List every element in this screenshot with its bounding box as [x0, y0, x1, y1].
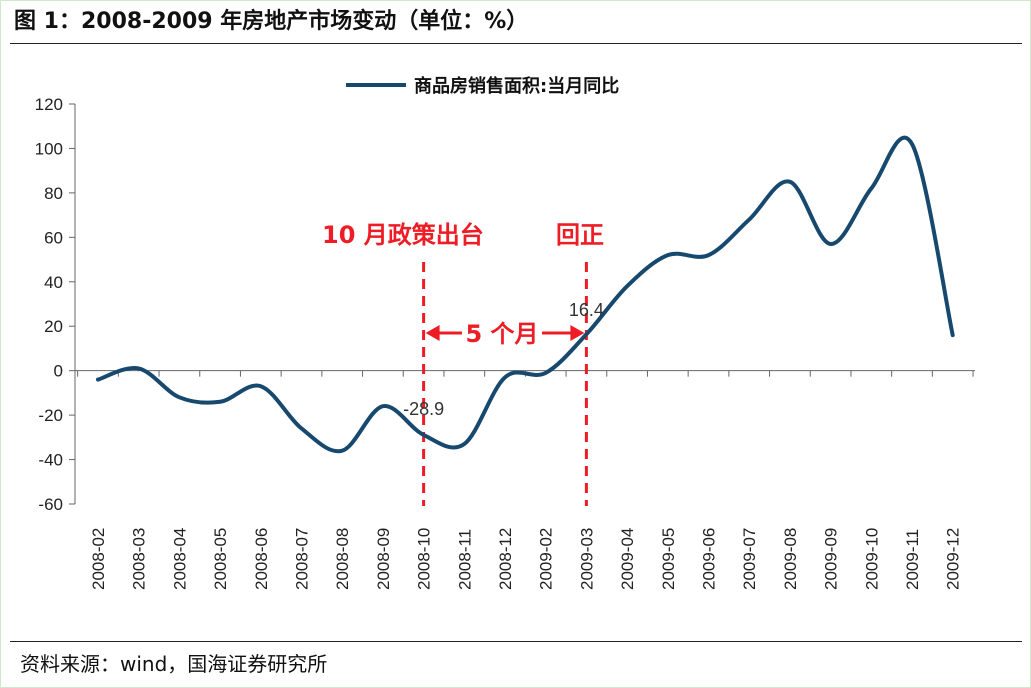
turn-positive-annotation: 回正 [556, 221, 604, 249]
series-line [96, 135, 955, 454]
data-point-2009-08 [788, 180, 792, 184]
data-point-2009-09 [829, 242, 833, 246]
x-tick-label: 2009-06 [700, 528, 719, 590]
x-tick-label: 2009-08 [781, 528, 800, 590]
data-point-2009-04 [625, 284, 629, 288]
data-point-2008-05 [218, 400, 222, 404]
x-tick-label: 2009-09 [822, 528, 841, 590]
y-tick-label: -60 [38, 495, 63, 514]
y-tick-label: 60 [44, 228, 63, 247]
data-point-2009-05 [666, 253, 670, 257]
data-point-2009-06 [707, 253, 711, 257]
legend: 商品房销售面积:当月同比 [346, 75, 619, 97]
policy-annotation: 10 月政策出台 [322, 221, 484, 249]
data-point-2008-09 [381, 404, 385, 408]
data-point-2009-10 [869, 186, 873, 190]
x-tick-label: 2008-04 [170, 528, 189, 590]
source-note: 资料来源：wind，国海证券研究所 [20, 652, 328, 676]
y-axis: 120 100 80 60 40 20 0 -20 -40 -60 [35, 95, 76, 514]
data-point-2008-03 [137, 366, 141, 370]
data-point-2008-08 [340, 449, 344, 453]
legend-label: 商品房销售面积:当月同比 [414, 75, 619, 97]
event-lines [422, 262, 588, 506]
data-point-2009-03 [584, 332, 588, 336]
x-tick-label: 2008-05 [211, 528, 230, 590]
x-tick-label: 2009-02 [537, 528, 556, 590]
x-axis: 2008-02 2008-03 2008-04 2008-05 2008-06 2008-… [75, 370, 975, 590]
point-label-2009-03: 16.4 [569, 300, 604, 320]
y-tick-label: -20 [38, 406, 63, 425]
interval-arrow-right-head [570, 325, 585, 341]
data-points [96, 142, 955, 453]
interval-arrow-left-head [425, 325, 440, 341]
x-tick-label: 2008-12 [496, 528, 515, 590]
data-point-2008-10 [422, 433, 426, 437]
x-tick-label: 2008-03 [130, 528, 149, 590]
line-chart: 商品房销售面积:当月同比 120 100 80 60 40 20 0 -20 -40 -60 20… [35, 75, 975, 590]
y-tick-label: -40 [38, 451, 63, 470]
data-point-2008-07 [300, 426, 304, 430]
annotations: 10 月政策出台 回正 5 个月 -28.9 16.4 [322, 221, 604, 419]
data-point-2008-12 [503, 375, 507, 379]
x-tick-label: 2008-08 [333, 528, 352, 590]
y-tick-label: 100 [35, 139, 63, 158]
source-rule [10, 641, 1022, 642]
data-point-2008-04 [177, 395, 181, 399]
x-tick-label: 2008-02 [89, 528, 108, 590]
x-tick-label: 2008-10 [415, 528, 434, 590]
x-tick-label: 2009-03 [577, 528, 596, 590]
x-tick-label: 2008-09 [374, 528, 393, 590]
y-tick-label: 80 [44, 184, 63, 203]
data-point-2009-02 [544, 371, 548, 375]
data-point-2009-11 [910, 142, 914, 146]
data-point-2009-12 [951, 333, 955, 337]
y-tick-label: 120 [35, 95, 63, 114]
data-point-2008-02 [96, 378, 100, 382]
x-tick-label: 2009-11 [903, 529, 922, 590]
x-tick-label: 2008-07 [293, 528, 312, 590]
title-rule [10, 43, 1022, 44]
y-tick-label: 0 [54, 362, 63, 381]
y-tick-label: 40 [44, 273, 63, 292]
y-tick-label: 20 [44, 317, 63, 336]
x-tick-label: 2009-12 [944, 528, 963, 590]
x-tick-label: 2009-10 [862, 528, 881, 590]
x-tick-label: 2008-06 [252, 528, 271, 590]
x-tick-label: 2009-05 [659, 528, 678, 590]
data-point-2008-11 [462, 442, 466, 446]
figure-title: 图 1：2008-2009 年房地产市场变动（单位：%） [14, 9, 529, 34]
x-tick-label: 2008-11 [455, 529, 474, 590]
x-tick-label: 2009-04 [618, 528, 637, 590]
interval-annotation: 5 个月 [465, 320, 538, 348]
x-tick-label: 2009-07 [740, 528, 759, 590]
data-point-2008-06 [259, 384, 263, 388]
data-point-2009-07 [747, 218, 751, 222]
point-label-2008-10: -28.9 [403, 399, 444, 419]
